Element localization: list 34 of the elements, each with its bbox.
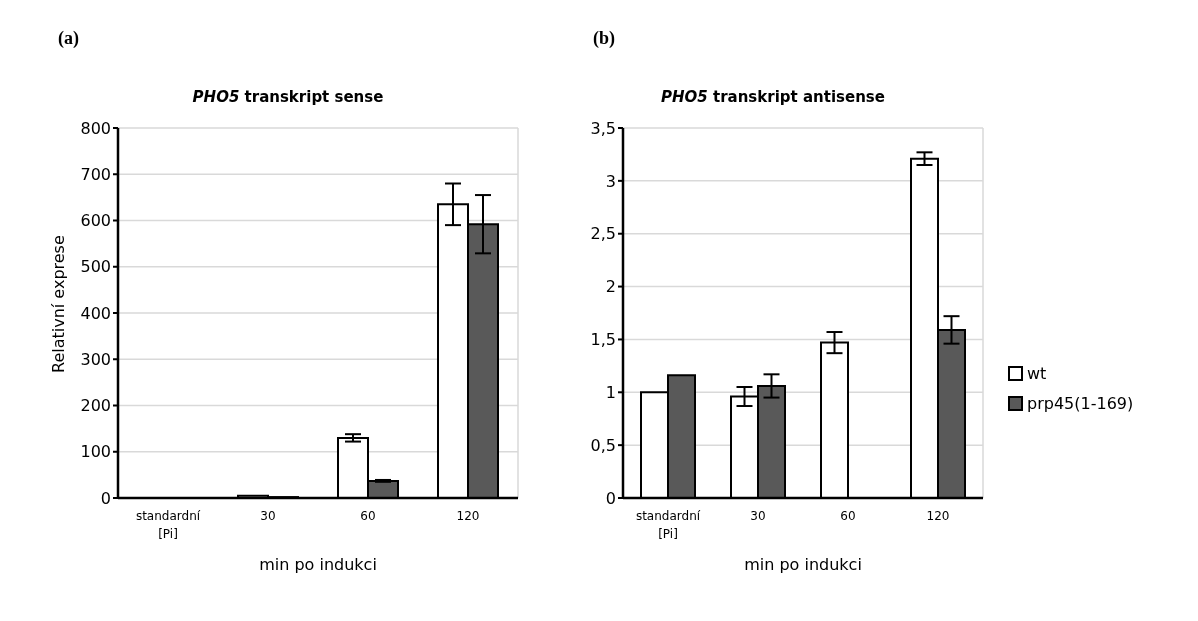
x-tick-label: standardní [Pi] (135, 509, 201, 541)
x-tick-label: standardní [Pi] (635, 509, 701, 541)
y-tick-label: 300 (80, 349, 111, 369)
chart-title: PHO5 transkript antisense (660, 88, 886, 108)
text: (b) (593, 28, 616, 50)
x-axis-title: min po indukci (744, 555, 862, 574)
x-tick-label: 120 (926, 509, 950, 523)
y-tick-label: 600 (80, 211, 111, 231)
text: (a) (58, 28, 80, 50)
x-tick-label: 30 (260, 509, 276, 523)
y-tick-label: 1,5 (590, 330, 616, 350)
y-tick-label: 700 (80, 164, 111, 184)
y-tick-label: 0 (605, 488, 616, 508)
x-axis-title: min po indukci (259, 555, 377, 574)
y-tick-label: 0 (100, 488, 111, 508)
legend-label: wt (1027, 363, 1047, 383)
y-tick-label: 2,5 (590, 224, 616, 244)
y-tick-label: 2 (605, 277, 616, 297)
legend-label: prp45(1-169) (1027, 393, 1134, 413)
chart-title: PHO5 transkript sense (191, 88, 385, 108)
y-tick-label: 500 (80, 257, 111, 277)
x-tick-label: 120 (456, 509, 480, 523)
y-tick-label: 0,5 (590, 435, 616, 455)
x-tick-label: 60 (360, 509, 376, 523)
x-tick-label: 30 (750, 509, 766, 523)
y-tick-label: 1 (605, 382, 616, 402)
y-axis-title: Relativní exprese (48, 235, 68, 373)
y-tick-label: 3 (605, 171, 616, 191)
y-tick-label: 100 (80, 442, 111, 462)
y-tick-label: 200 (80, 396, 111, 416)
y-tick-label: 800 (80, 118, 111, 138)
x-tick-label: 60 (840, 509, 856, 523)
y-tick-label: 400 (80, 303, 111, 323)
y-tick-label: 3,5 (590, 118, 616, 138)
